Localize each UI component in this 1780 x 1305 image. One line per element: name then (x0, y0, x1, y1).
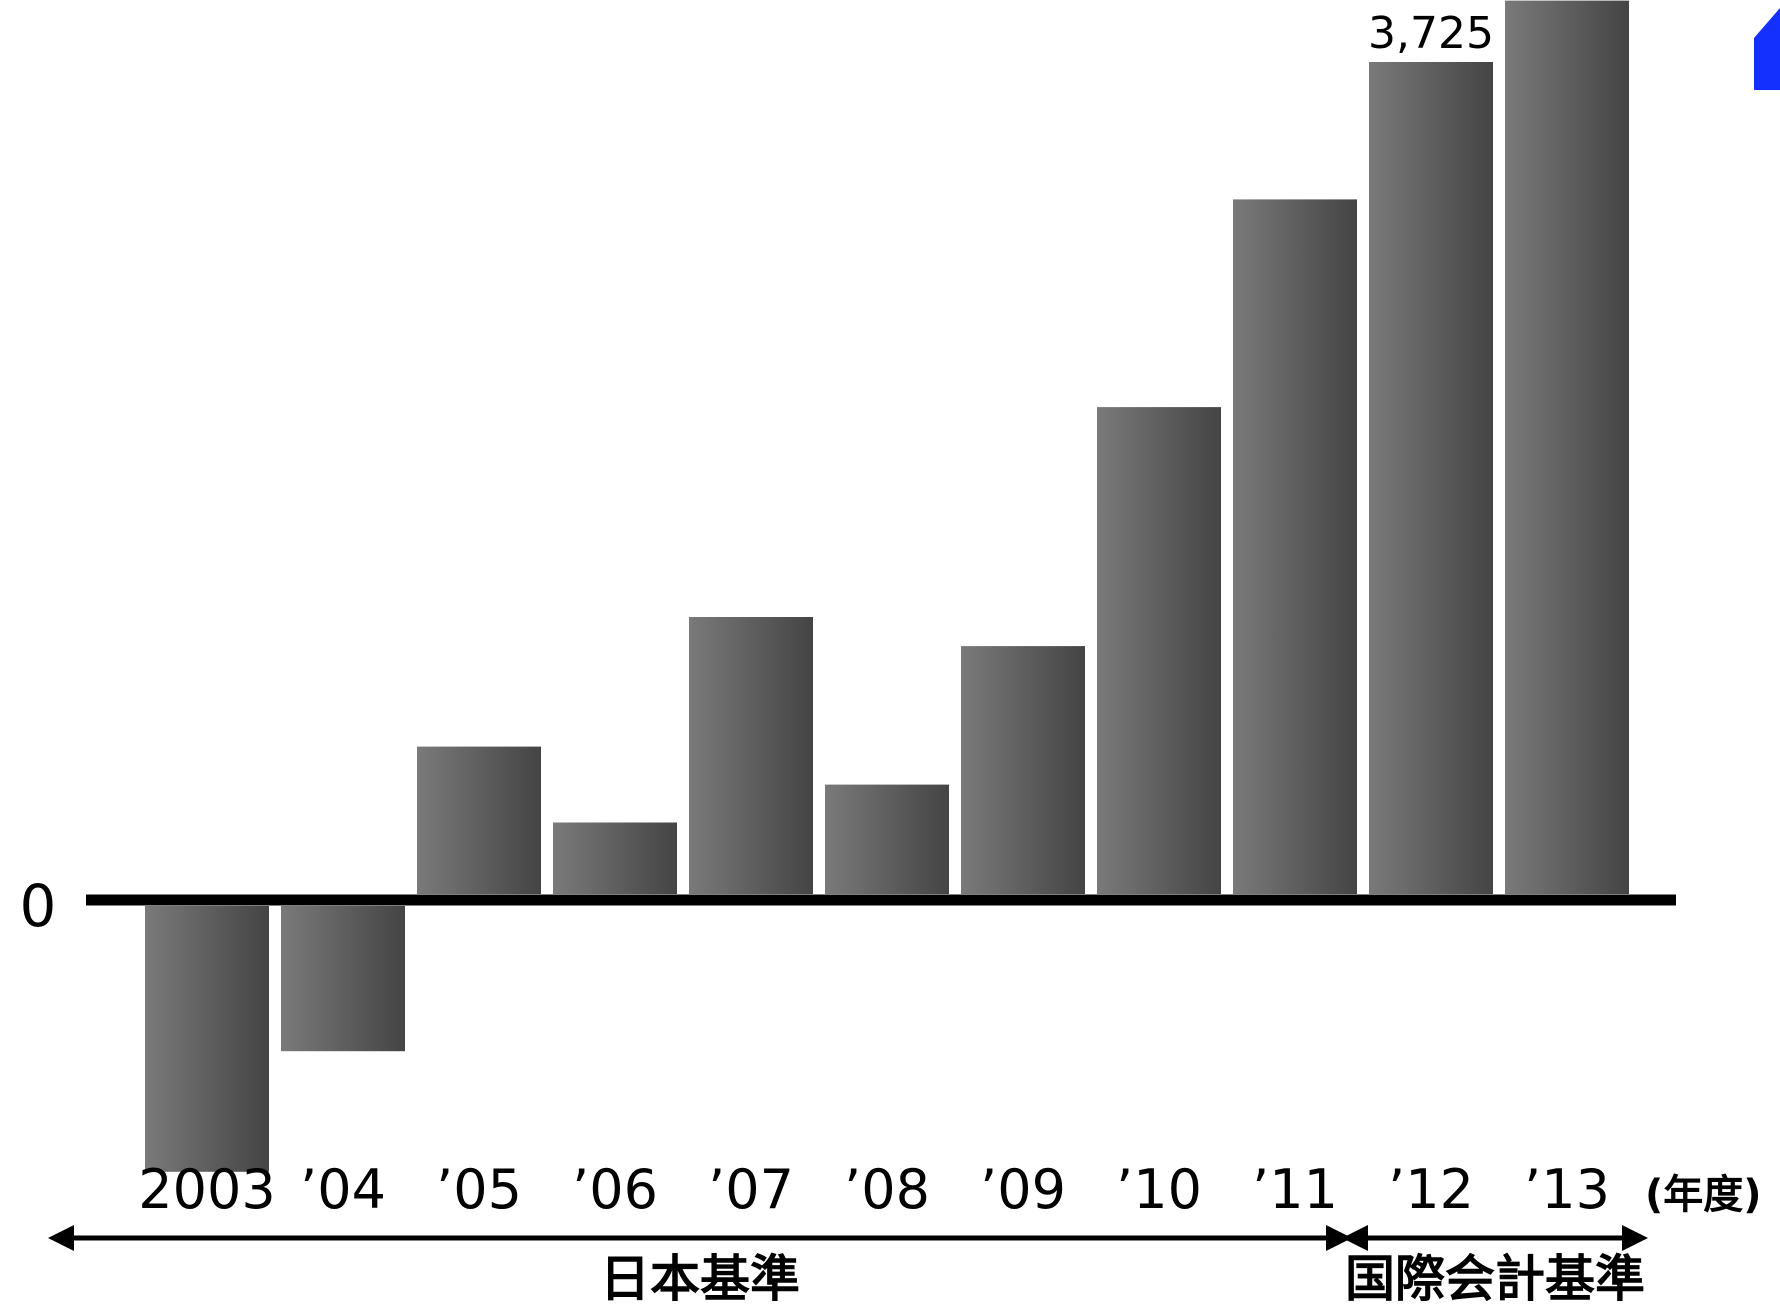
period-1: 国際会計基準 (1342, 1225, 1648, 1305)
period-0-label: 日本基準 (600, 1250, 800, 1301)
bar-0 (145, 906, 269, 1172)
x-tick-label-9: ’12 (1388, 1158, 1474, 1221)
period-0-arrow-left (48, 1225, 74, 1251)
bar-2 (417, 746, 541, 894)
bar-5 (825, 784, 949, 894)
x-tick-label-2: ’05 (436, 1158, 522, 1221)
period-annotations: 日本基準 国際会計基準 (48, 1225, 1648, 1305)
period-0: 日本基準 (48, 1225, 1352, 1305)
bar-1 (281, 906, 405, 1052)
period-1-arrow-left (1342, 1225, 1368, 1251)
accent-shape (1754, 8, 1780, 90)
x-tick-label-4: ’07 (708, 1158, 794, 1221)
x-tick-label-5: ’08 (844, 1158, 930, 1221)
bar-8 (1233, 199, 1357, 894)
bar-3 (553, 822, 677, 894)
value-label-0: 3,725 (1368, 8, 1494, 59)
x-tick-labels: 2003 ’04 ’05 ’06 ’07 ’08 ’09 ’10 ’11 ’12 ’13 (138, 1158, 1610, 1221)
x-tick-label-8: ’11 (1252, 1158, 1338, 1221)
x-tick-label-3: ’06 (572, 1158, 658, 1221)
x-tick-label-0: 2003 (138, 1158, 275, 1221)
x-tick-label-1: ’04 (300, 1158, 386, 1221)
bar-9 (1369, 62, 1493, 894)
x-tick-label-10: ’13 (1524, 1158, 1610, 1221)
bar-10 (1505, 0, 1629, 895)
bar-4 (689, 617, 813, 894)
period-1-arrow-right (1622, 1225, 1648, 1251)
period-0-arrow-right (1326, 1225, 1352, 1251)
x-tick-label-7: ’10 (1116, 1158, 1202, 1221)
value-labels: 3,725 (1368, 8, 1494, 59)
period-1-label: 国際会計基準 (1345, 1250, 1645, 1301)
x-axis-unit-label: (年度) (1645, 1172, 1762, 1218)
zero-tick-label: 0 (20, 872, 57, 940)
bar-6 (961, 646, 1085, 894)
bars-layer (145, 0, 1629, 1172)
bar-7 (1097, 407, 1221, 894)
x-tick-label-6: ’09 (980, 1158, 1066, 1221)
